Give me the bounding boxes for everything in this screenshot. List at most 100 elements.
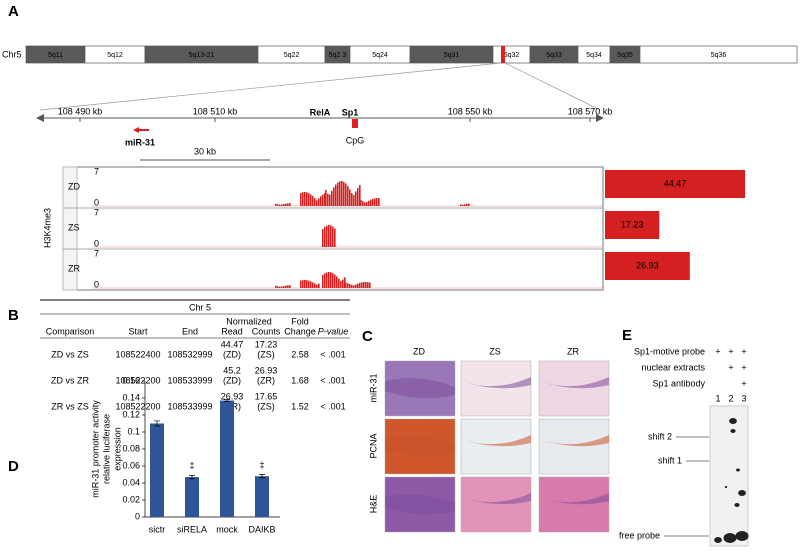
error-bar xyxy=(154,420,160,427)
table-header: Read xyxy=(221,326,243,336)
peak xyxy=(460,204,462,206)
annotation: ‡ xyxy=(259,460,264,470)
peak xyxy=(335,184,337,206)
condition-label: nuclear extracts xyxy=(641,362,705,372)
peak xyxy=(462,204,464,206)
peak xyxy=(308,280,310,288)
y-tick-label: 0.16 xyxy=(122,375,140,385)
count-bar xyxy=(605,252,690,280)
chromosome-band xyxy=(639,45,798,64)
peak xyxy=(331,190,333,206)
table-cell: 2.58 xyxy=(291,349,309,359)
peak xyxy=(332,226,334,247)
table-cell: ZR vs ZS xyxy=(51,401,89,411)
peak xyxy=(324,193,326,206)
x-tick-label: DAIKB xyxy=(248,524,275,534)
scale-label: 30 kb xyxy=(194,146,216,156)
condition-mark: + xyxy=(741,362,746,372)
peak xyxy=(304,192,306,206)
gel-spot xyxy=(736,468,740,472)
peak xyxy=(366,202,368,206)
cpg-box xyxy=(352,119,358,128)
peak xyxy=(330,225,332,247)
peak xyxy=(306,192,308,206)
peak xyxy=(365,282,367,288)
peak xyxy=(318,283,320,288)
y-tick-label: 0.12 xyxy=(122,409,140,419)
peak xyxy=(312,196,314,206)
condition-mark: + xyxy=(728,346,733,356)
peak xyxy=(361,282,363,288)
histology-image xyxy=(538,360,610,417)
peak xyxy=(339,181,341,206)
axis-label: 108 570 kb xyxy=(568,106,613,116)
table-cell: 108532999 xyxy=(167,349,212,359)
peak xyxy=(281,286,283,288)
panel-label: E xyxy=(622,327,632,344)
histology-image xyxy=(460,418,532,475)
x-tick-label: siRELA xyxy=(177,524,207,534)
y-tick-label: 0.14 xyxy=(122,392,140,402)
peak xyxy=(277,286,279,288)
band-label: 5q36 xyxy=(711,52,727,59)
gel-spot xyxy=(734,503,740,507)
axis-label: 108 510 kb xyxy=(193,106,238,116)
peak xyxy=(359,282,361,288)
chromosome-name: Chr5 xyxy=(2,49,22,59)
track-name: ZD xyxy=(68,181,80,191)
band-label: 5q22 xyxy=(284,52,300,59)
band-name: shift 1 xyxy=(658,455,682,465)
peak xyxy=(314,283,316,288)
peak xyxy=(320,196,322,206)
band-label: 5q13-21 xyxy=(189,52,215,59)
lane-label: 1 xyxy=(715,393,720,403)
gene-arrow xyxy=(133,127,149,133)
track-min: 0 xyxy=(94,197,99,207)
y-tick-label: 0.02 xyxy=(122,494,140,504)
peak xyxy=(357,283,359,288)
peak xyxy=(336,276,338,288)
tissue-layer xyxy=(385,378,455,399)
tissue-layer xyxy=(461,493,531,505)
table-header: Normalized xyxy=(226,316,272,326)
condition-label: Sp1-motive probe xyxy=(634,346,705,356)
peak xyxy=(306,280,308,288)
count-label: 26.93 xyxy=(636,260,659,270)
table-cell: (ZD) xyxy=(223,349,241,359)
table-cell: (ZS) xyxy=(257,401,275,411)
peak xyxy=(369,282,371,288)
peak xyxy=(349,189,351,206)
peak xyxy=(310,194,312,206)
histology-image xyxy=(538,418,610,475)
band-label: 5q32 xyxy=(504,52,520,59)
track-max: 7 xyxy=(94,166,99,176)
tissue-layer xyxy=(461,377,531,389)
axis-label: 108 490 kb xyxy=(58,106,103,116)
peak xyxy=(362,201,364,206)
peak xyxy=(338,278,340,288)
panel-label: A xyxy=(8,3,19,20)
band-label: 5q11 xyxy=(48,52,63,59)
band-label: 5q35 xyxy=(617,52,633,59)
table-header: Comparison xyxy=(46,326,95,336)
track-max: 7 xyxy=(94,207,99,217)
peak xyxy=(368,200,370,206)
peak xyxy=(330,272,332,288)
peak xyxy=(329,194,331,206)
count-label: 44.47 xyxy=(664,178,687,188)
table-header: Fold xyxy=(291,316,309,326)
error-bar xyxy=(189,475,195,480)
table-cell: < .001 xyxy=(320,401,345,411)
peak xyxy=(333,187,335,206)
panel-label: C xyxy=(362,328,373,345)
peak xyxy=(340,281,342,288)
factor-label: RelA xyxy=(310,107,331,117)
peak xyxy=(337,182,339,206)
peak xyxy=(351,284,353,288)
peak xyxy=(325,189,327,206)
band-label: 5q12 xyxy=(107,52,123,59)
peak xyxy=(275,285,277,288)
annotation: ‡ xyxy=(189,461,194,471)
factor-label: Sp1 xyxy=(342,107,359,117)
